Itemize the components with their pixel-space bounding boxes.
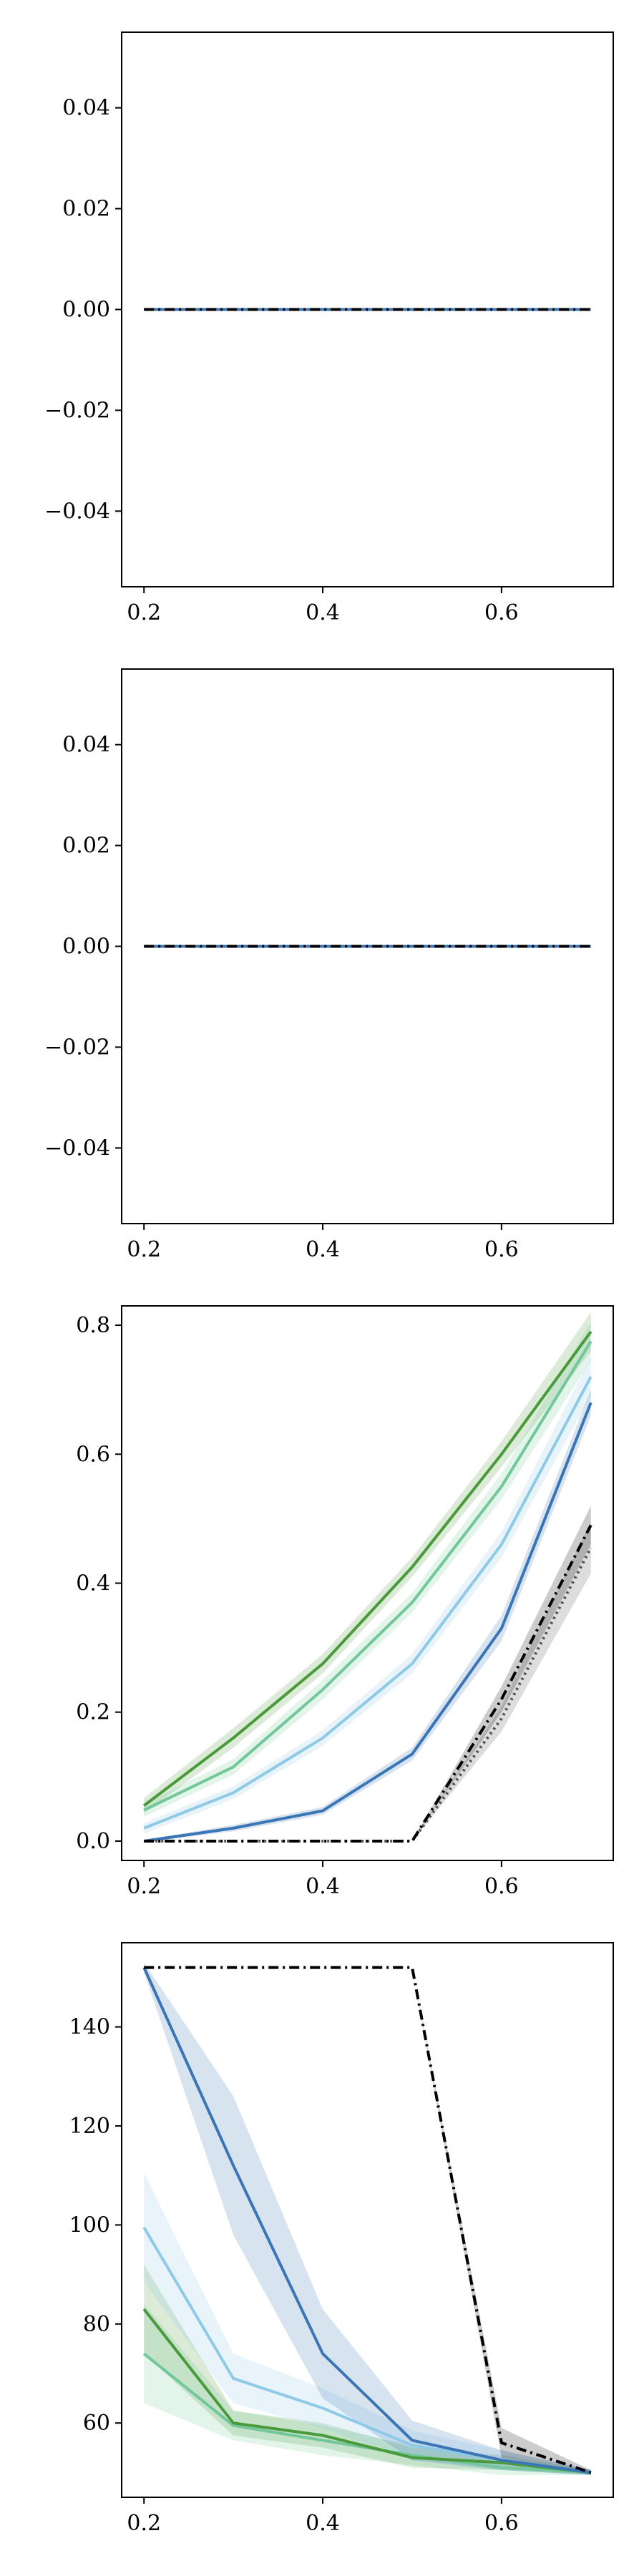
series-5-line [144,1966,592,2474]
x-tick-label: 0.4 [306,1874,340,1899]
y-tick-label: 0.02 [62,834,110,859]
y-tick-label: 100 [69,2212,110,2238]
y-tick-label: 0.2 [76,1700,110,1725]
series-4-line [142,1966,592,2474]
y-tick-label: 0.00 [62,298,110,323]
series-4-band [144,1390,591,1843]
y-tick-label: 0.04 [62,733,110,758]
y-tick-label: 0.00 [62,935,110,960]
y-tick-label: −0.04 [44,1136,110,1161]
series-1-band [144,2304,591,2475]
x-tick-label: 0.2 [127,2511,161,2536]
chart-panel-4: 0.2 0.4 0.6 60 80 100 120 140 [69,1942,614,2536]
y-tick-label: −0.04 [44,499,110,524]
x-tick-label: 0.4 [306,1237,340,1262]
series-2-line [143,1340,592,1812]
x-tick-label: 0.2 [127,1874,161,1899]
series-1-line [142,1330,592,1807]
x-tick-label: 0.6 [484,1874,519,1899]
y-tick-label: 120 [69,2114,110,2139]
x-tick-label: 0.2 [127,600,161,625]
y-tick-label: 0.4 [76,1571,110,1596]
y-tick-label: −0.02 [44,398,110,423]
x-tick-label: 0.4 [306,600,340,625]
chart-panel-1: 0.2 0.4 0.6 −0.04 −0.02 0.00 0.02 0.04 [44,31,614,625]
series-3-line [143,1376,592,1830]
series-2-band [144,2264,591,2475]
y-tick-label: 80 [83,2312,110,2337]
series-2-line [142,2308,592,2474]
y-tick-label: 0.6 [76,1442,110,1467]
chart-panel-3: 0.2 0.4 0.6 0.0 0.2 0.4 0.6 0.8 [76,1305,614,1899]
y-tick-label: 60 [83,2411,110,2436]
y-tick-label: 0.02 [62,197,110,222]
series-1-band [144,1312,591,1814]
chart-panel-2: 0.2 0.4 0.6 −0.04 −0.02 0.00 0.02 0.04 [44,668,614,1262]
x-tick-label: 0.6 [484,600,519,625]
y-tick-label: 0.0 [76,1829,110,1854]
y-tick-label: 0.8 [76,1313,110,1338]
y-tick-label: −0.02 [44,1035,110,1060]
series-4-band [144,1962,591,2475]
series-3-band [144,2172,591,2475]
y-tick-label: 0.04 [62,96,110,121]
x-tick-label: 0.6 [484,1237,519,1262]
series-6-line [144,1524,592,1843]
x-tick-label: 0.4 [306,2511,340,2536]
x-tick-label: 0.6 [484,2511,519,2536]
series-4-line [143,1402,592,1843]
x-tick-label: 0.2 [127,1237,161,1262]
y-tick-label: 140 [69,2015,110,2040]
axes-frame [121,1942,614,2498]
